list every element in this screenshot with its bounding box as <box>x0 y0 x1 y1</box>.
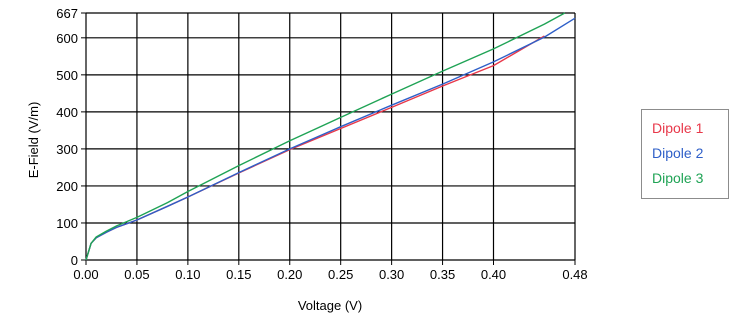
series-line-dipole-2 <box>85 17 576 261</box>
x-tick-label: 0.25 <box>328 267 353 282</box>
x-tick-label: 0.40 <box>481 267 506 282</box>
grid-layer <box>86 12 576 260</box>
y-tick-label: 500 <box>56 68 78 83</box>
y-tick-label: 100 <box>56 216 78 231</box>
plot-panel: 0.00 0.05 0.10 0.15 0.20 0.25 0.30 0.35 0.40 0.48… <box>26 6 588 313</box>
x-tick-label: 0.30 <box>379 267 404 282</box>
x-tick-label: 0.05 <box>124 267 149 282</box>
legend-entry-dipole-1: Dipole 1 <box>652 120 704 136</box>
y-tick-label: 300 <box>56 142 78 157</box>
legend: Dipole 1 Dipole 2 Dipole 3 <box>641 109 729 199</box>
y-tick-label: 0 <box>71 253 78 268</box>
series-layer <box>85 12 576 261</box>
y-axis-title: E-Field (V/m) <box>26 102 41 179</box>
y-tick-label: 200 <box>56 179 78 194</box>
x-tick-label: 0.15 <box>226 267 251 282</box>
series-line-dipole-3 <box>85 12 566 261</box>
label-layer: 0.00 0.05 0.10 0.15 0.20 0.25 0.30 0.35 0.40 0.48… <box>56 6 587 282</box>
legend-entry-dipole-2: Dipole 2 <box>652 145 704 161</box>
legend-entry-dipole-3: Dipole 3 <box>652 170 704 186</box>
x-tick-label: 0.10 <box>175 267 200 282</box>
y-tick-label: 600 <box>56 31 78 46</box>
y-tick-label: 400 <box>56 105 78 120</box>
x-tick-label: 0.00 <box>73 267 98 282</box>
x-tick-label: 0.35 <box>430 267 455 282</box>
x-axis-title: Voltage (V) <box>298 298 362 313</box>
y-tick-label: 667 <box>56 6 78 21</box>
axis-layer <box>81 12 576 265</box>
x-tick-label: 0.48 <box>562 267 587 282</box>
x-tick-label: 0.20 <box>277 267 302 282</box>
line-chart: 0.00 0.05 0.10 0.15 0.20 0.25 0.30 0.35 0.40 0.48… <box>26 6 588 313</box>
